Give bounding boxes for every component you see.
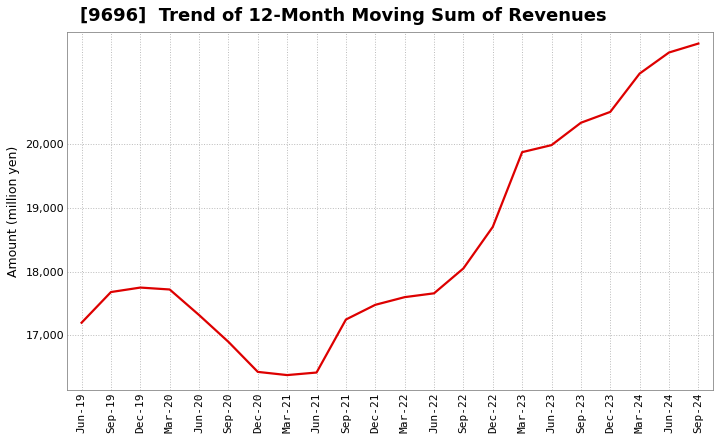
Y-axis label: Amount (million yen): Amount (million yen)	[7, 145, 20, 277]
Text: [9696]  Trend of 12-Month Moving Sum of Revenues: [9696] Trend of 12-Month Moving Sum of R…	[80, 7, 606, 25]
